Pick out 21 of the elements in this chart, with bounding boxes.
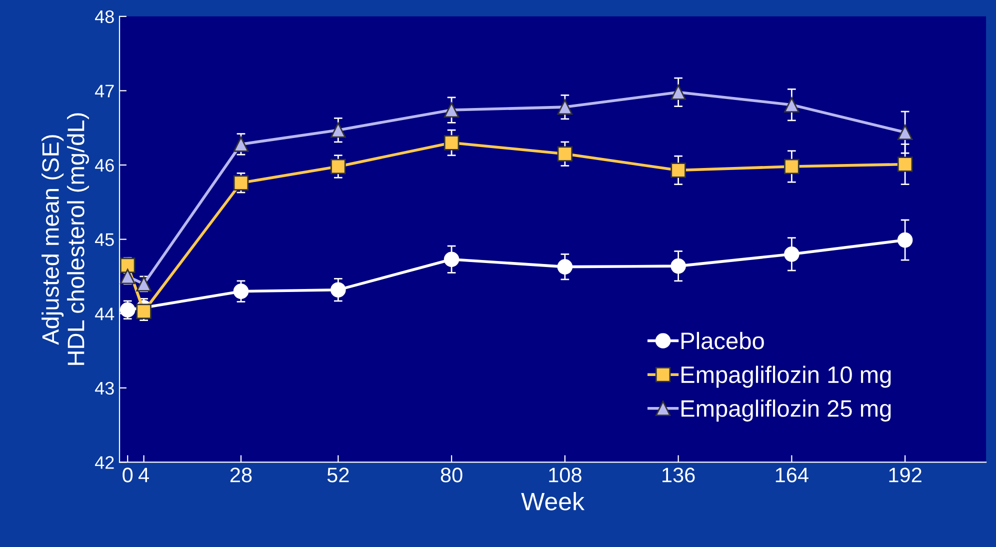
x-tick-label: 108 (549, 468, 582, 482)
x-tick-label: 80 (440, 468, 462, 482)
x-axis-title: Week (521, 492, 585, 510)
x-tick-label: 52 (327, 468, 349, 482)
y-tick-label: 45 (94, 233, 114, 246)
x-tick-label: 28 (230, 468, 252, 482)
x-tick-label: 4 (138, 468, 149, 482)
y-tick-label: 42 (94, 456, 114, 469)
y-tick-label: 47 (94, 84, 114, 98)
legend-label: Empagliflozin 10 mg (682, 366, 891, 388)
x-tick-label: 192 (889, 468, 922, 482)
legend-label: Placebo (682, 332, 764, 350)
x-tick-label: 0 (122, 468, 133, 482)
y-tick-label: 44 (94, 308, 114, 320)
y-axis-title: Adjusted mean (SE) HDL cholesterol (mg/dL) (42, 113, 90, 365)
x-tick-label: 136 (662, 468, 695, 482)
legend-label: Empagliflozin 25 mg (682, 400, 891, 422)
y-tick-label: 43 (94, 382, 114, 395)
x-tick-label: 164 (776, 468, 808, 482)
y-tick-label: 46 (94, 158, 114, 172)
y-tick-label: 48 (94, 10, 114, 24)
